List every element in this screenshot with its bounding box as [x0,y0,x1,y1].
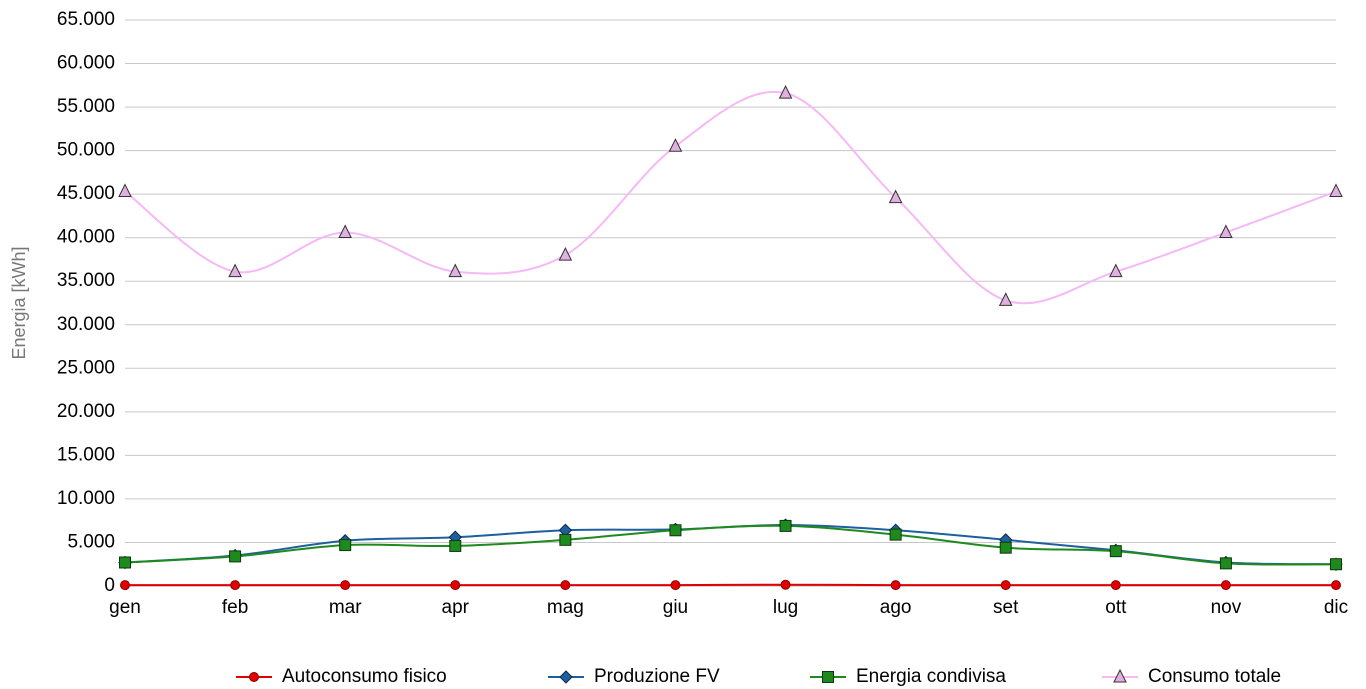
x-tick-label: ott [1105,597,1127,618]
data-point [118,183,132,198]
data-point [1220,580,1231,591]
y-tick-label: 55.000 [57,96,115,117]
data-point [229,550,242,563]
data-point [1110,580,1121,591]
legend-marker [822,671,834,683]
y-tick-label: 40.000 [57,227,115,248]
x-tick-label: giu [663,597,688,618]
legend-label: Autoconsumo fisico [282,666,447,687]
x-tick-label: set [993,597,1019,618]
x-tick-label: mar [329,597,362,618]
x-tick-label: dic [1324,597,1348,618]
series-line [124,524,1337,566]
x-tick-label: gen [109,597,141,618]
data-point [340,580,351,591]
x-tick-label: feb [222,597,248,618]
data-point [338,224,352,238]
data-point [450,580,461,591]
data-point [559,533,572,546]
y-tick-label: 25.000 [57,357,115,378]
y-tick-label: 60.000 [57,53,115,74]
x-tick-label: mag [547,597,584,618]
legend-label: Consumo totale [1148,666,1281,687]
y-tick-label: 35.000 [57,270,115,291]
y-tick-label: 65.000 [57,9,115,30]
y-axis-label: Energia [kWh] [9,246,29,359]
data-point [449,539,462,552]
legend-marker [1113,668,1127,683]
data-point [778,85,793,99]
y-tick-label: 50.000 [57,140,115,161]
data-point [999,541,1012,554]
series-line [124,524,1337,566]
legend-marker [559,670,573,684]
data-point [669,524,682,537]
data-point [779,519,792,532]
x-tick-label: apr [442,597,470,618]
data-point [1331,580,1341,591]
data-point [1219,224,1233,238]
data-point [230,580,241,591]
legend-marker [249,672,259,682]
data-point [1109,263,1123,278]
data-point [1219,557,1232,570]
data-point [228,263,242,278]
data-point [890,580,901,591]
data-point [889,528,902,541]
x-tick-label: nov [1211,597,1242,618]
y-tick-label: 15.000 [57,444,115,465]
legend-label: Energia condivisa [856,666,1006,687]
y-tick-label: 30.000 [57,314,115,335]
data-point [448,263,463,278]
y-tick-label: 10.000 [57,488,115,509]
data-point [339,539,352,552]
data-point [888,189,903,204]
x-tick-label: lug [773,597,798,618]
x-tick-label: ago [880,597,912,618]
y-tick-label: 20.000 [57,401,115,422]
data-point [1329,183,1343,198]
data-point [560,580,571,591]
y-tick-label: 45.000 [57,183,115,204]
legend-label: Produzione FV [594,666,720,687]
data-point [780,579,791,590]
data-point [558,246,573,261]
data-point [120,580,130,591]
data-point [668,138,683,152]
y-tick-label: 0 [104,575,115,596]
data-point [998,292,1013,306]
data-point [670,580,681,591]
data-point [1330,558,1342,571]
data-point [1000,580,1011,591]
data-point [1109,545,1122,558]
data-point [119,556,131,569]
y-tick-label: 5.000 [67,531,115,552]
series-line [124,90,1337,305]
